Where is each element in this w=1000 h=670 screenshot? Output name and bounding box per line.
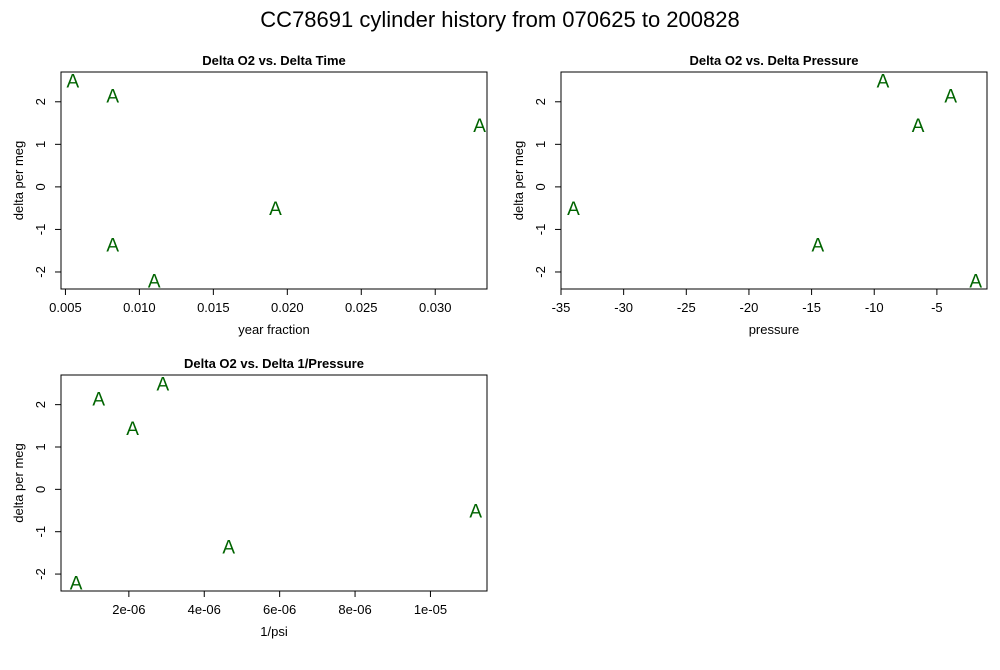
y-tick-label: -1 — [33, 526, 48, 538]
data-point: A — [156, 374, 169, 395]
y-axis-label: delta per meg — [511, 141, 526, 221]
x-tick-label: -35 — [552, 300, 571, 315]
data-point: A — [969, 271, 982, 292]
panel-title: Delta O2 vs. Delta 1/Pressure — [184, 356, 364, 371]
x-tick-label: 0.025 — [345, 300, 378, 315]
x-axis-label: 1/psi — [260, 624, 288, 639]
data-point: A — [473, 116, 486, 137]
x-axis-label: year fraction — [238, 322, 310, 337]
x-tick-label: 6e-06 — [263, 602, 296, 617]
data-point: A — [567, 199, 580, 220]
panel-title: Delta O2 vs. Delta Time — [202, 53, 346, 68]
x-tick-label: 0.015 — [197, 300, 230, 315]
data-point: A — [812, 235, 825, 256]
x-tick-label: 0.010 — [123, 300, 156, 315]
y-tick-label: 1 — [33, 443, 48, 450]
x-tick-label: 2e-06 — [112, 602, 145, 617]
data-point: A — [912, 116, 925, 137]
panel-3: Delta O2 vs. Delta 1/Pressure 2e-06 4e-06 6… — [11, 356, 488, 639]
y-axis-label: delta per meg — [11, 141, 26, 221]
y-tick-label: 2 — [33, 98, 48, 105]
y-tick-label: 1 — [533, 141, 548, 148]
y-tick-label: 0 — [33, 183, 48, 190]
plot-frame — [560, 71, 988, 290]
data-point: A — [469, 502, 482, 523]
data-point: A — [106, 86, 119, 107]
x-tick-label: -10 — [865, 300, 884, 315]
data-point: A — [877, 72, 890, 93]
plot-frame — [60, 71, 488, 290]
data-point: A — [269, 199, 282, 220]
y-tick-label: 0 — [533, 183, 548, 190]
panels: Delta O2 vs. Delta Time 0.005 0.010 0.015 0.… — [11, 53, 988, 639]
data-point: A — [148, 271, 161, 292]
x-tick-label: -20 — [740, 300, 759, 315]
x-axis-label: pressure — [749, 322, 800, 337]
panel-2: Delta O2 vs. Delta Pressure-35 -30 -25 -20-… — [511, 53, 988, 337]
x-tick-label: 4e-06 — [188, 602, 221, 617]
data-point: A — [92, 389, 105, 410]
x-tick-label: -5 — [931, 300, 943, 315]
y-tick-label: -2 — [533, 266, 548, 278]
plot-frame — [60, 374, 488, 592]
data-point: A — [66, 72, 79, 93]
data-point: A — [70, 574, 83, 595]
data-point: A — [106, 235, 119, 256]
y-axis-label: delta per meg — [11, 443, 26, 523]
x-tick-label: 0.020 — [271, 300, 304, 315]
panel-title: Delta O2 vs. Delta Pressure — [689, 53, 858, 68]
x-tick-label: 8e-06 — [338, 602, 371, 617]
y-tick-label: 0 — [33, 486, 48, 493]
x-tick-label: 1e-05 — [414, 602, 447, 617]
y-tick-label: 2 — [33, 401, 48, 408]
y-tick-label: -1 — [533, 224, 548, 236]
x-tick-label: 0.030 — [419, 300, 452, 315]
x-tick-label: 0.005 — [49, 300, 82, 315]
data-point: A — [944, 86, 957, 107]
y-tick-label: 1 — [33, 141, 48, 148]
y-tick-label: -2 — [33, 568, 48, 580]
data-point: A — [222, 538, 235, 559]
x-tick-label: -15 — [802, 300, 821, 315]
x-tick-label: -30 — [614, 300, 633, 315]
x-tick-label: -25 — [677, 300, 696, 315]
y-tick-label: 2 — [533, 98, 548, 105]
data-point: A — [126, 419, 139, 440]
y-tick-label: -2 — [33, 266, 48, 278]
panel-1: Delta O2 vs. Delta Time 0.005 0.010 0.015 0.… — [11, 53, 488, 337]
figure-title: CC78691 cylinder history from 070625 to … — [260, 7, 739, 32]
y-tick-label: -1 — [33, 224, 48, 236]
